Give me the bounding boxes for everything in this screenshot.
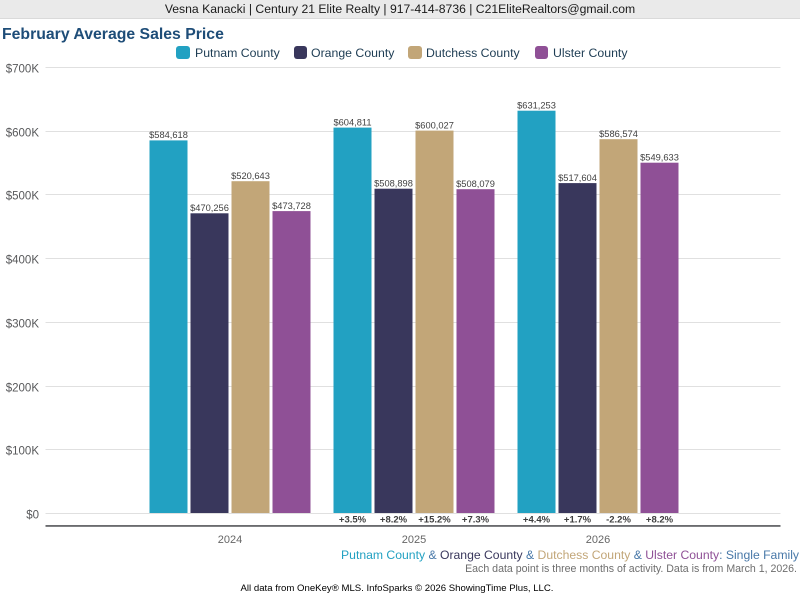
svg-text:+8.2%: +8.2%	[646, 515, 674, 526]
svg-text:$584,618: $584,618	[149, 130, 188, 140]
svg-text:$600K: $600K	[6, 127, 40, 139]
svg-text:+15.2%: +15.2%	[418, 515, 451, 526]
svg-text:2024: 2024	[218, 534, 242, 546]
svg-text:$400K: $400K	[6, 254, 40, 266]
svg-text:$549,633: $549,633	[640, 153, 679, 163]
svg-text:$517,604: $517,604	[558, 173, 597, 183]
svg-text:$508,898: $508,898	[374, 179, 413, 189]
svg-text:$200K: $200K	[6, 382, 40, 394]
svg-text:+7.3%: +7.3%	[462, 515, 490, 526]
svg-text:$0: $0	[26, 509, 39, 521]
svg-text:$700K: $700K	[6, 63, 40, 75]
svg-text:+3.5%: +3.5%	[339, 515, 367, 526]
svg-text:$604,811: $604,811	[333, 117, 371, 127]
svg-text:$586,574: $586,574	[599, 129, 638, 139]
svg-text:+4.4%: +4.4%	[523, 515, 551, 526]
svg-text:$508,079: $508,079	[456, 179, 495, 189]
svg-text:$520,643: $520,643	[231, 171, 270, 181]
svg-text:$300K: $300K	[6, 318, 40, 330]
svg-text:+8.2%: +8.2%	[380, 515, 408, 526]
svg-text:$473,728: $473,728	[272, 201, 311, 211]
svg-text:$500K: $500K	[6, 190, 40, 202]
svg-text:-2.2%: -2.2%	[606, 515, 631, 526]
svg-text:2025: 2025	[402, 534, 426, 546]
svg-text:$631,253: $631,253	[517, 101, 556, 111]
svg-text:2026: 2026	[586, 534, 610, 546]
svg-text:+1.7%: +1.7%	[564, 515, 592, 526]
svg-text:$470,256: $470,256	[190, 203, 229, 213]
svg-text:$600,027: $600,027	[415, 120, 454, 130]
svg-text:$100K: $100K	[6, 445, 40, 457]
